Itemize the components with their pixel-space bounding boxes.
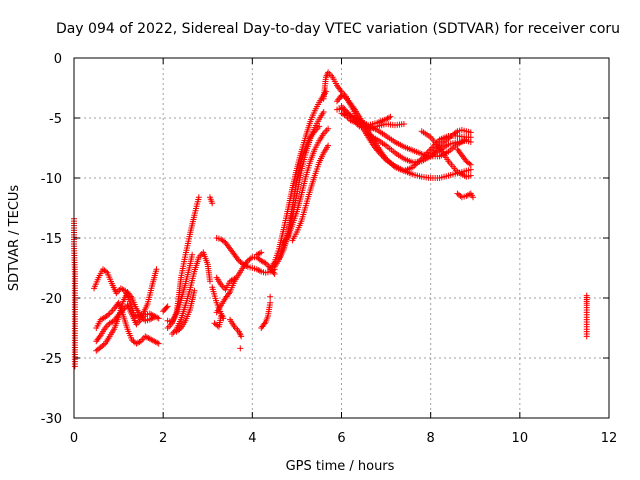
data-point-marker (411, 162, 418, 169)
data-point-marker (238, 333, 245, 340)
data-point-marker (151, 314, 158, 321)
y-tick-label: -15 (41, 232, 62, 247)
data-point-marker (189, 251, 196, 258)
y-tick-label: -30 (41, 412, 62, 427)
data-point-marker (467, 139, 474, 145)
data-point-marker (102, 268, 109, 275)
data-point-marker (105, 311, 112, 318)
data-point-marker (387, 160, 394, 166)
data-point-marker (206, 278, 213, 285)
x-tick-label: 8 (427, 431, 435, 446)
data-point-marker (71, 363, 78, 370)
data-point-marker (258, 249, 265, 256)
y-axis-label: SDTVAR / TECUs (7, 185, 22, 292)
x-tick-label: 6 (337, 431, 345, 446)
data-point-marker (386, 158, 393, 165)
y-tick-label: 0 (54, 52, 62, 67)
data-point-marker (387, 113, 394, 120)
data-point-marker (243, 263, 250, 269)
data-point-marker (320, 109, 327, 115)
data-point-marker (247, 255, 254, 262)
data-point-marker (155, 340, 162, 347)
data-point-marker (256, 250, 263, 257)
data-point-marker (153, 266, 160, 273)
data-point-marker (466, 160, 473, 167)
y-tick-label: -5 (49, 112, 62, 127)
data-point-marker (195, 194, 202, 201)
data-points (71, 69, 590, 370)
data-point-marker (218, 313, 225, 319)
data-point-marker (467, 129, 474, 136)
data-point-marker (163, 304, 170, 311)
data-point-marker (383, 155, 390, 162)
x-tick-label: 0 (70, 431, 78, 446)
data-point-marker (176, 326, 183, 333)
data-point-marker (457, 193, 464, 199)
data-point-marker (390, 162, 397, 169)
grid (74, 58, 609, 418)
data-point-marker (583, 333, 590, 340)
data-point-marker (466, 191, 473, 198)
x-axis-label: GPS time / hours (286, 459, 395, 474)
x-tick-label: 4 (248, 431, 256, 446)
data-point-marker (452, 129, 459, 136)
y-tick-label: -10 (41, 172, 62, 187)
data-point-marker (134, 339, 141, 346)
data-point-marker (154, 339, 161, 346)
data-point-marker (267, 299, 274, 306)
data-point-marker (191, 287, 198, 294)
y-tick-label: -25 (41, 352, 62, 367)
data-point-marker (467, 172, 474, 179)
data-point-marker (256, 267, 263, 274)
x-tick-label: 12 (601, 431, 618, 446)
data-point-marker (164, 303, 171, 310)
data-point-marker (470, 194, 477, 201)
data-point-marker (221, 238, 228, 245)
data-point-marker (384, 157, 391, 164)
plot-frame (73, 57, 610, 419)
x-tick-label: 2 (159, 431, 167, 446)
data-point-marker (325, 125, 332, 132)
data-point-marker (267, 293, 274, 300)
axis-ticks: 0 2 4 6 8 10 12 0 -5 -10 -15 -20 -25 -30 (41, 52, 618, 446)
data-point-marker (155, 315, 162, 322)
chart-title: Day 094 of 2022, Sidereal Day-to-day VTE… (56, 21, 620, 37)
data-point-marker (149, 315, 156, 321)
data-point-marker (467, 161, 474, 168)
y-tick-label: -20 (41, 292, 62, 307)
x-tick-label: 10 (512, 431, 529, 446)
data-point-marker (316, 123, 323, 130)
data-point-marker (389, 161, 396, 168)
data-point-marker (209, 200, 216, 207)
data-point-marker (325, 142, 332, 149)
data-point-marker (386, 114, 393, 121)
data-point-marker (237, 345, 244, 352)
data-point-marker (99, 315, 106, 322)
data-point-marker (100, 341, 107, 348)
data-point-marker (400, 121, 407, 127)
